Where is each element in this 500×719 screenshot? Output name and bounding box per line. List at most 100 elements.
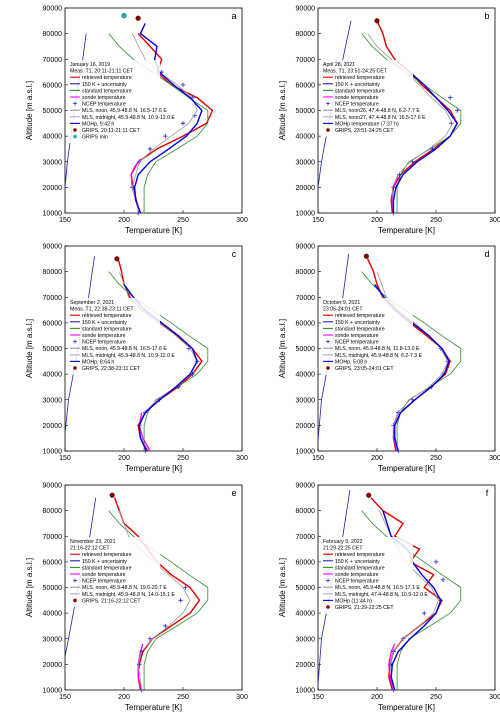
legend-entry: MOHp, 9:42 h [82, 121, 114, 127]
grips-point [121, 13, 127, 19]
legend-swatch [326, 128, 330, 132]
y-tick-label: 50000 [296, 585, 316, 592]
ncep-point [147, 636, 153, 641]
x-tick-label: 200 [118, 455, 130, 462]
y-tick-label: 70000 [43, 534, 63, 541]
x-tick-label: 200 [371, 455, 383, 462]
legend-entry: 150 K + uncertainty [82, 559, 127, 565]
x-tick-label: 250 [430, 217, 442, 224]
y-tick-label: 70000 [296, 57, 316, 64]
y-tick-label: 60000 [43, 82, 63, 89]
panel-e: 150 200 250 300 10000 20000 30000 40000 50000 600… [25, 483, 248, 713]
legend-swatch [326, 578, 330, 583]
y-tick-label: 90000 [43, 483, 63, 490]
ncep-point [183, 585, 188, 590]
panel-letter: b [484, 11, 489, 21]
legend-entry: retrieved temperature [82, 75, 132, 81]
legend-header: November 23, 2021 [70, 539, 116, 545]
y-tick-label: 30000 [296, 636, 316, 643]
ncep-point [180, 82, 186, 88]
y-tick-label: 40000 [43, 134, 63, 141]
x-tick-label: 200 [371, 217, 383, 224]
y-tick-label: 90000 [296, 244, 316, 251]
legend-entry: MLS, midnight, 45.9-48.8 N, 10.9-12.0 E [82, 115, 175, 121]
ncep-point [147, 146, 153, 152]
x-tick-label: 300 [236, 217, 248, 224]
ncep-point [178, 598, 183, 603]
legend-swatch [73, 578, 77, 583]
legend-entry: GRIPS, 22:38-23:11 CET [82, 366, 141, 372]
y-tick-label: 40000 [296, 372, 316, 379]
x-tick-label: 300 [489, 217, 500, 224]
y-tick-label: 60000 [296, 559, 316, 566]
y-tick-label: 60000 [43, 320, 63, 327]
legend-entry: MLS, noon27, 47.4-48.8 N, 16.5-17.6 E [335, 115, 426, 121]
y-tick-label: 30000 [43, 159, 63, 166]
legend-entry: NCEP temperature [335, 102, 379, 108]
y-tick-label: 60000 [296, 320, 316, 327]
grips-point [366, 492, 372, 498]
y-tick-label: 50000 [43, 108, 63, 115]
legend-entry: MOHp, 5:08 h [335, 359, 367, 365]
x-tick-label: 200 [118, 217, 130, 224]
legend-bg [68, 60, 160, 144]
x-axis-title: Temperature [K] [378, 703, 435, 712]
legend-entry: 150 K + uncertainty [335, 82, 380, 88]
legend-swatch [73, 101, 77, 106]
legend-swatch [326, 605, 330, 609]
y-tick-label: 90000 [296, 483, 316, 490]
legend-entry: standard temperature [335, 326, 385, 332]
legend-swatch [73, 339, 77, 344]
panel-letter: f [486, 488, 489, 498]
legend-swatch [73, 598, 77, 603]
x-tick-label: 300 [489, 455, 500, 462]
legend-entry: MOHp (11:44 h) [335, 598, 372, 604]
y-tick-label: 10000 [43, 211, 63, 218]
legend-header: September 2, 2021 [70, 300, 114, 306]
y-tick-label: 80000 [43, 269, 63, 276]
legend-entry: retrieved temperature [82, 552, 132, 558]
legend-entry: retrieved temperature [82, 313, 132, 319]
panel-letter: c [232, 249, 237, 259]
panel-f: 150 200 250 300 10000 20000 30000 40000 50000 600… [278, 483, 500, 713]
legend-header: October 9, 2021 [323, 300, 360, 306]
y-axis-title: Altitude [m a.s.l.] [278, 81, 287, 140]
legend-bg [321, 60, 413, 137]
legend-entry: sonde temperature [335, 572, 379, 578]
legend-entry: MOHp, 8:64 h [82, 359, 114, 365]
x-tick-label: 300 [236, 455, 248, 462]
legend-entry: MLS, noon, 45.9-48.8 N, 16.5-17.1 E [335, 585, 420, 591]
x-tick-label: 150 [59, 694, 71, 701]
y-tick-label: 80000 [296, 269, 316, 276]
legend-entry: sonde temperature [82, 95, 126, 101]
ncep-point [163, 133, 168, 139]
x-axis-title: Temperature [K] [125, 703, 182, 712]
ncep-point [135, 210, 141, 216]
y-tick-label: 10000 [296, 688, 316, 695]
legend-entry: NCEP temperature [82, 579, 126, 585]
ncep-point [190, 371, 195, 377]
legend-header: Meas. T1, 22:38-23:11 CET [70, 307, 134, 313]
y-tick-label: 20000 [43, 423, 63, 430]
legend-entry: retrieved temperature [335, 313, 385, 319]
legend-entry: MLS, noon, 45.9-48.8 N, 16.5-17.6 E [82, 108, 167, 114]
y-tick-label: 40000 [296, 134, 316, 141]
legend-entry: NCEP temperature [335, 340, 379, 346]
legend-entry: sonde temperature [335, 95, 379, 101]
x-tick-label: 300 [489, 694, 500, 701]
legend-entry: GRIPS, 20:11-21:11 CET [82, 128, 141, 134]
legend-header: April 28, 2021 [323, 62, 355, 68]
panel-c: 150 200 250 300 10000 20000 30000 40000 50000 600… [25, 244, 248, 474]
legend-entry: GRIPS, 23:51-24:25 CET [335, 128, 394, 134]
legend-entry: sonde temperature [82, 333, 126, 339]
legend-entry: NCEP temperature [335, 579, 379, 585]
legend-entry: GRIPS min [82, 135, 108, 141]
y-tick-label: 20000 [296, 185, 316, 192]
ncep-point [455, 108, 460, 113]
ncep-point [180, 121, 186, 126]
x-axis-title: Temperature [K] [125, 464, 182, 473]
series-line-mohp [133, 23, 203, 214]
y-tick-label: 70000 [296, 534, 316, 541]
legend-header: January 16, 2019 [70, 62, 110, 68]
